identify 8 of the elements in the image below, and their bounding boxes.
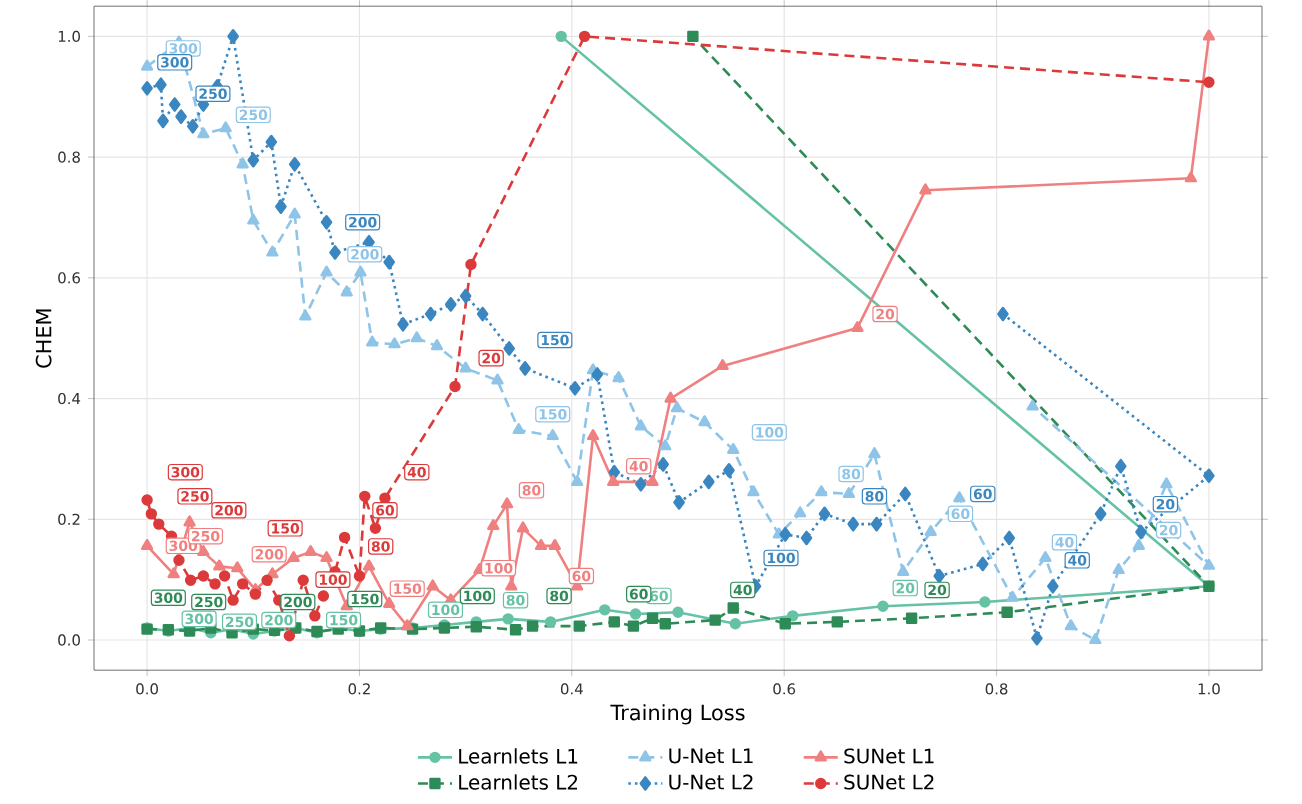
legend-label: SUNet L2 [844, 774, 934, 790]
y-axis-title: CHEM [35, 309, 52, 368]
legend-label: Learnlets L1 [459, 748, 578, 764]
legend-label: U-Net L1 [669, 748, 753, 764]
legend-label: SUNet L1 [844, 748, 934, 764]
x-axis-title: Training Loss [610, 704, 745, 725]
legend-label: Learnlets L2 [459, 774, 578, 790]
legend-label: U-Net L2 [669, 774, 753, 790]
